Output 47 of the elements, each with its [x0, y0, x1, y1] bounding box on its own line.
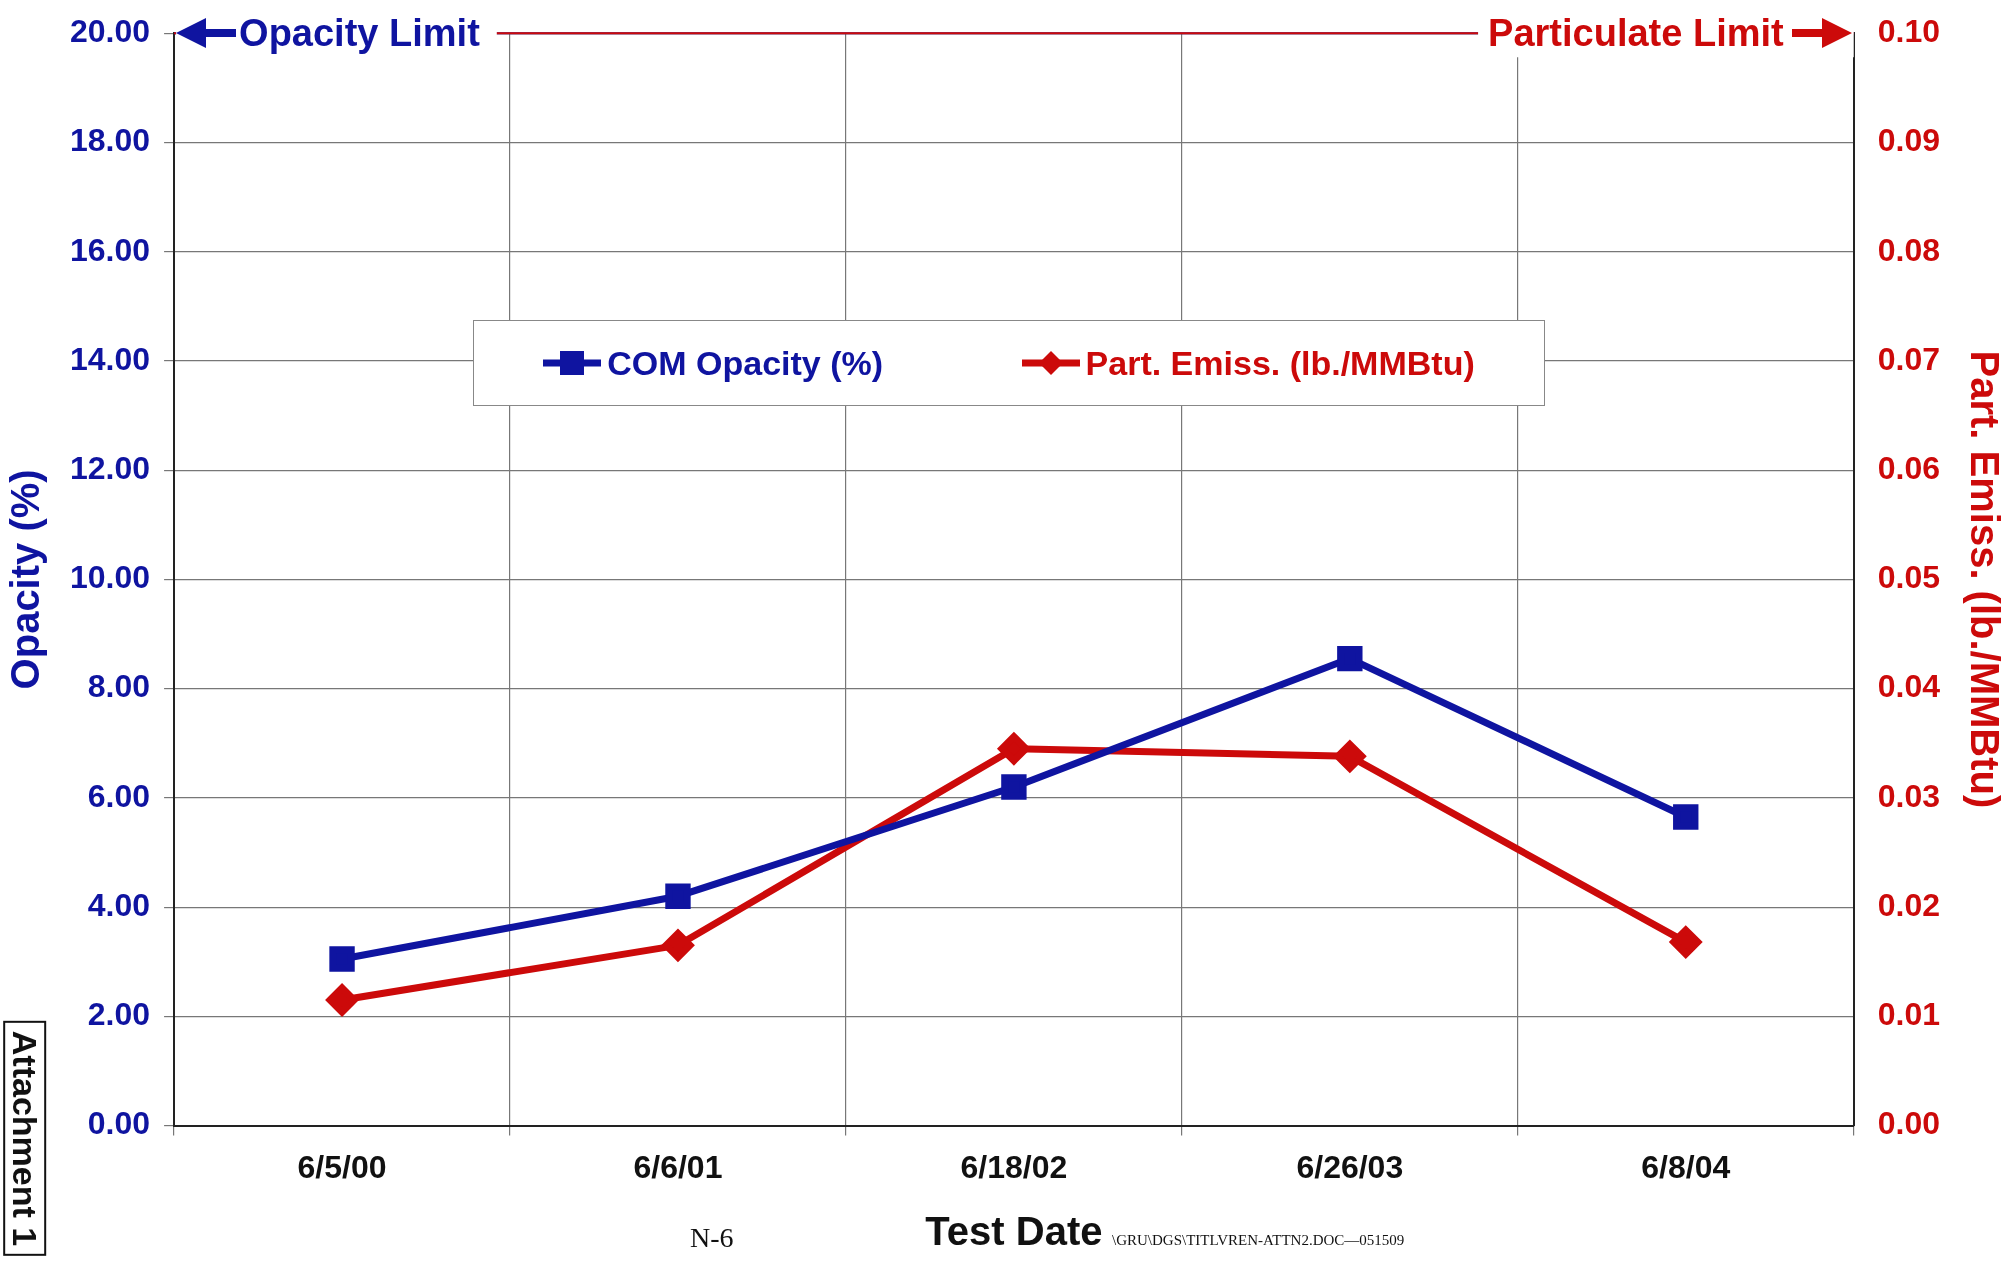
y2-tick-label: 0.03 [1877, 777, 1940, 814]
y-axis-title: Opacity (%) [3, 469, 48, 690]
point [1673, 804, 1699, 830]
y-tick-label: 12.00 [70, 449, 151, 486]
legend-label: Part. Emiss. (lb./MMBtu) [1085, 343, 1475, 383]
x-tick-label: 6/5/00 [297, 1148, 387, 1185]
ref-line-label: Opacity Limit [239, 11, 481, 54]
y-tick-label: 10.00 [70, 559, 151, 596]
y2-tick-label: 0.09 [1877, 122, 1940, 159]
point [662, 929, 694, 961]
y2-tick-label: 0.06 [1877, 449, 1940, 486]
y-tick-label: 14.00 [70, 340, 151, 377]
y-tick-label: 18.00 [70, 122, 151, 159]
point [665, 883, 691, 909]
y2-tick-label: 0.10 [1877, 13, 1940, 50]
y2-axis-title: Part. Emiss. (lb./MMBtu) [1962, 350, 2007, 809]
point [326, 984, 358, 1016]
y-tick-label: 8.00 [87, 668, 151, 705]
y2-tick-label: 0.01 [1877, 996, 1940, 1033]
y-tick-label: 20.00 [70, 13, 151, 50]
point [329, 946, 355, 972]
y2-tick-label: 0.05 [1877, 559, 1940, 596]
text: Attachment 1 [2, 1020, 46, 1257]
point [1337, 645, 1363, 672]
y2-tick-label: 0.00 [1877, 1105, 1940, 1142]
point [1334, 740, 1366, 772]
point [1670, 926, 1702, 958]
point [1001, 774, 1027, 800]
x-tick-label: 6/8/04 [1641, 1148, 1731, 1185]
y2-tick-label: 0.04 [1877, 668, 1941, 705]
x-tick-label: 6/26/03 [1296, 1148, 1404, 1185]
text: N-6 [690, 1222, 734, 1254]
y2-tick-label: 0.08 [1877, 231, 1940, 268]
x-tick-label: 6/18/02 [960, 1148, 1068, 1185]
x-tick-label: 6/6/01 [633, 1148, 723, 1185]
ref-line-label: Particulate Limit [1488, 11, 1785, 54]
point [998, 733, 1030, 765]
y-tick-label: 6.00 [87, 777, 151, 814]
y-tick-label: 2.00 [87, 996, 151, 1033]
y2-tick-label: 0.02 [1877, 886, 1940, 923]
y2-tick-label: 0.07 [1877, 340, 1940, 377]
legend-label: COM Opacity (%) [607, 343, 884, 383]
y-tick-label: 4.00 [87, 886, 151, 923]
text: \GRU\DGS\TITLVREN-ATTN2.DOC—051509 [1112, 1232, 1405, 1249]
x-axis-title: Test Date [925, 1209, 1103, 1254]
y-tick-label: 0.00 [87, 1105, 151, 1142]
y-tick-label: 16.00 [70, 231, 151, 268]
